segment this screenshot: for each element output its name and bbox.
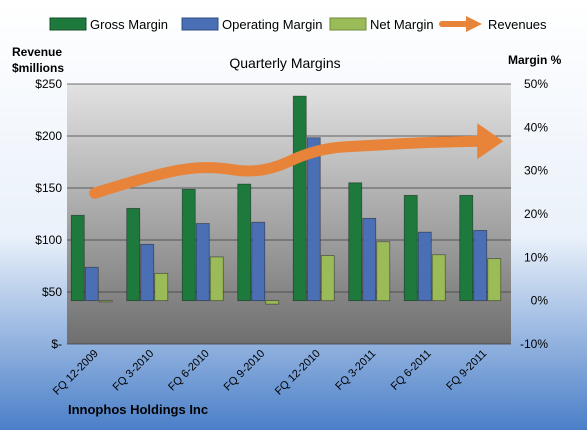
- legend-swatch-operating-margin: [181, 17, 219, 31]
- right-axis-ticks: -10% 0% 10% 20% 30% 40% 50%: [520, 77, 548, 351]
- revenue-trend: [89, 123, 504, 199]
- legend-label-net-margin: Net Margin: [370, 17, 434, 32]
- bar-gross-margin-fq-12-2010: [292, 95, 307, 302]
- bar-gross-margin-fq-9-2010: [237, 183, 252, 302]
- legend-label-gross-margin: Gross Margin: [90, 17, 168, 32]
- bar-net-margin-fq-12-2009: [98, 300, 113, 303]
- bar-net-margin-fq-12-2010: [320, 255, 335, 302]
- left-axis-tick-label: $150: [35, 181, 62, 195]
- right-axis-tick-label: 50%: [524, 77, 548, 91]
- left-axis-tick-label: $50: [42, 285, 62, 299]
- chart-title: Quarterly Margins: [229, 55, 340, 71]
- bar-gross-margin-fq-9-2011: [459, 194, 474, 302]
- bar-operating-margin-fq-6-2011: [417, 231, 432, 302]
- bar-net-margin-fq-3-2011: [376, 241, 391, 302]
- gridlines: [67, 83, 511, 345]
- bar-operating-margin-fq-9-2011: [473, 230, 488, 302]
- bar-gross-margin-fq-12-2009: [70, 214, 85, 302]
- right-axis-tick-label: 20%: [524, 207, 548, 221]
- bar-net-margin-fq-6-2011: [431, 254, 446, 302]
- bar-net-margin-fq-3-2010: [154, 272, 169, 302]
- legend-label-operating-margin: Operating Margin: [222, 17, 322, 32]
- legend-item-revenues: Revenues: [439, 16, 547, 32]
- bar-net-margin-fq-9-2011: [487, 258, 502, 302]
- bar-operating-margin-fq-12-2010: [306, 137, 321, 302]
- left-axis-tick-label: $100: [35, 233, 62, 247]
- left-axis-tick-label: $250: [35, 77, 62, 91]
- right-axis-tick-label: -10%: [520, 337, 548, 351]
- bar-gross-margin-fq-6-2011: [403, 194, 418, 302]
- bar-net-margin-fq-6-2010: [209, 256, 224, 302]
- revenues-arrowhead: [477, 123, 504, 160]
- right-axis-label: Margin %: [508, 53, 562, 67]
- bar-operating-margin-fq-6-2010: [195, 223, 210, 302]
- bar-gross-margin-fq-6-2010: [181, 188, 196, 302]
- left-axis-tick-label: $-: [51, 337, 62, 351]
- bar-operating-margin-fq-9-2010: [251, 221, 266, 302]
- legend-arrowhead-revenues: [466, 16, 482, 32]
- left-axis-ticks: $- $50 $100 $150 $200 $250: [35, 77, 62, 351]
- legend-item-gross-margin: Gross Margin: [49, 17, 168, 32]
- right-axis-tick-label: 30%: [524, 164, 548, 178]
- legend: Gross Margin Operating Margin Net Margin…: [49, 16, 547, 32]
- bar-gross-margin-fq-3-2010: [126, 207, 141, 302]
- right-axis-tick-label: 10%: [524, 250, 548, 264]
- legend-item-operating-margin: Operating Margin: [181, 17, 322, 32]
- right-axis-tick-label: 40%: [524, 120, 548, 134]
- company-name: Innophos Holdings Inc: [68, 402, 208, 417]
- left-axis-label-line1: Revenue: [12, 45, 62, 59]
- revenues-line: [89, 135, 485, 199]
- left-axis-tick-label: $200: [35, 129, 62, 143]
- bar-net-margin-fq-9-2010: [265, 300, 280, 305]
- legend-label-revenues: Revenues: [488, 17, 547, 32]
- right-axis-tick-label: 0%: [531, 294, 549, 308]
- bar-operating-margin-fq-3-2010: [140, 243, 155, 302]
- left-axis-label-line2: $millions: [12, 61, 64, 75]
- bar-operating-margin-fq-12-2009: [84, 266, 99, 302]
- bar-operating-margin-fq-3-2011: [362, 217, 377, 302]
- legend-swatch-net-margin: [329, 17, 367, 31]
- legend-item-net-margin: Net Margin: [329, 17, 434, 32]
- bar-gross-margin-fq-3-2011: [348, 182, 363, 302]
- bars: [70, 95, 502, 305]
- legend-swatch-gross-margin: [49, 17, 87, 31]
